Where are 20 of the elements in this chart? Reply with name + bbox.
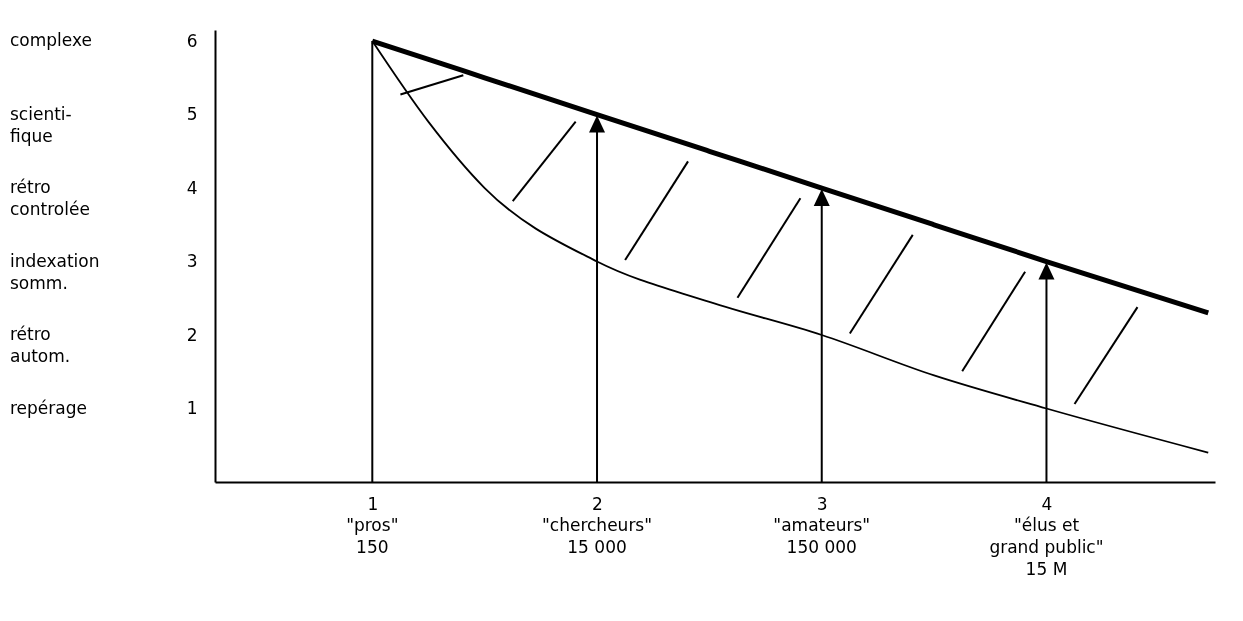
y-tick-label: 5: [186, 104, 198, 125]
y-tick-label: 2: [186, 324, 198, 345]
text: complexe: [10, 30, 92, 51]
y-tick-label: 3: [186, 251, 198, 272]
y-tick-label: 1: [186, 398, 198, 418]
x-tick-label: 4: [1041, 493, 1053, 514]
text: "chercheurs" 15 000: [542, 515, 653, 557]
text: rétro autom.: [10, 324, 71, 367]
y-tick-label: 6: [186, 30, 198, 51]
text: "pros" 150: [346, 515, 399, 557]
x-tick-label: 3: [816, 493, 828, 514]
y-tick-label: 4: [186, 177, 198, 198]
text: scienti- fique: [10, 103, 72, 146]
x-tick-label: 1: [367, 493, 379, 514]
text: "élus et grand public" 15 M: [989, 515, 1104, 579]
x-tick-label: 2: [592, 493, 603, 514]
text: "amateurs" 150 000: [773, 515, 871, 557]
text: rétro controlée: [10, 177, 90, 220]
text: indexation somm.: [10, 250, 100, 293]
text: repérage: [10, 397, 87, 418]
